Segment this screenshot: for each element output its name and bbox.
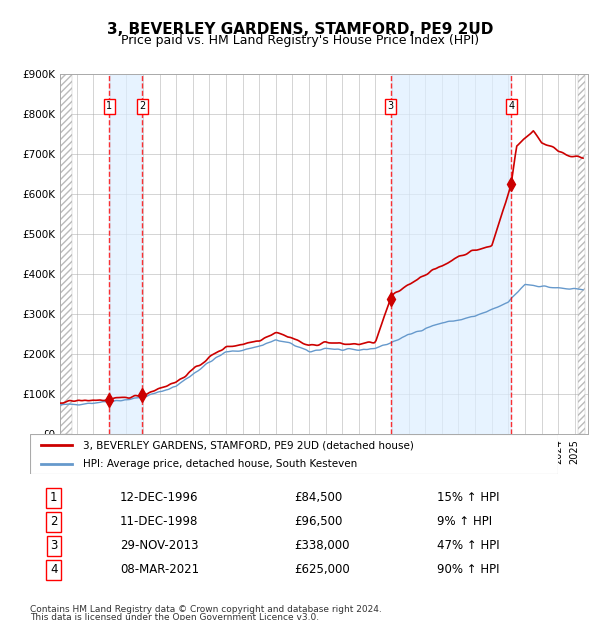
- Text: 2: 2: [50, 515, 58, 528]
- Text: 1: 1: [50, 491, 58, 504]
- Text: 12-DEC-1996: 12-DEC-1996: [120, 491, 198, 504]
- Text: 2: 2: [139, 101, 145, 112]
- Text: 15% ↑ HPI: 15% ↑ HPI: [437, 491, 499, 504]
- Text: 3, BEVERLEY GARDENS, STAMFORD, PE9 2UD (detached house): 3, BEVERLEY GARDENS, STAMFORD, PE9 2UD (…: [83, 440, 413, 450]
- Text: 1: 1: [106, 101, 112, 112]
- Text: 47% ↑ HPI: 47% ↑ HPI: [437, 539, 499, 552]
- Text: 11-DEC-1998: 11-DEC-1998: [120, 515, 198, 528]
- Text: 3, BEVERLEY GARDENS, STAMFORD, PE9 2UD: 3, BEVERLEY GARDENS, STAMFORD, PE9 2UD: [107, 22, 493, 37]
- Text: £338,000: £338,000: [294, 539, 349, 552]
- Text: 08-MAR-2021: 08-MAR-2021: [120, 564, 199, 577]
- Text: £625,000: £625,000: [294, 564, 350, 577]
- Text: 3: 3: [388, 101, 394, 112]
- Text: 4: 4: [50, 564, 58, 577]
- Bar: [109, 74, 142, 434]
- Text: Price paid vs. HM Land Registry's House Price Index (HPI): Price paid vs. HM Land Registry's House …: [121, 34, 479, 47]
- Text: Contains HM Land Registry data © Crown copyright and database right 2024.: Contains HM Land Registry data © Crown c…: [30, 604, 382, 614]
- Text: This data is licensed under the Open Government Licence v3.0.: This data is licensed under the Open Gov…: [30, 613, 319, 620]
- Text: £84,500: £84,500: [294, 491, 342, 504]
- Text: 4: 4: [508, 101, 514, 112]
- Text: 29-NOV-2013: 29-NOV-2013: [120, 539, 198, 552]
- Text: 3: 3: [50, 539, 58, 552]
- Text: £96,500: £96,500: [294, 515, 343, 528]
- FancyBboxPatch shape: [30, 434, 558, 474]
- Text: 90% ↑ HPI: 90% ↑ HPI: [437, 564, 499, 577]
- Bar: [391, 74, 511, 434]
- Text: HPI: Average price, detached house, South Kesteven: HPI: Average price, detached house, Sout…: [83, 459, 357, 469]
- Text: 9% ↑ HPI: 9% ↑ HPI: [437, 515, 491, 528]
